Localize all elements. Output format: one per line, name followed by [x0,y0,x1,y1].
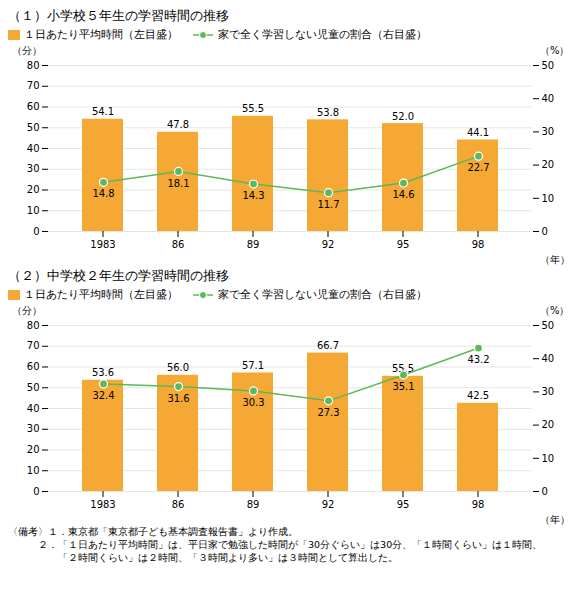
svg-text:14.8: 14.8 [92,188,114,199]
svg-text:53.6: 53.6 [92,367,114,378]
svg-text:40: 40 [27,403,40,414]
svg-text:0: 0 [33,486,39,497]
svg-text:22.7: 22.7 [467,162,489,173]
svg-text:（%）: （%） [540,45,570,56]
svg-text:98: 98 [472,239,485,250]
html-text:（２）中学校２年生の学習時間の推移: （２）中学校２年生の学習時間の推移 [8,268,229,283]
svg-text:27.3: 27.3 [317,407,339,418]
svg-text:10: 10 [542,193,555,204]
html-text:〈備考〉１．東京都「東京都子ども基本調査報告書」より作成。: 〈備考〉１．東京都「東京都子ども基本調査報告書」より作成。 [8,526,298,537]
svg-text:30: 30 [542,126,555,137]
svg-text:52.0: 52.0 [392,111,414,122]
svg-text:20: 20 [542,419,555,430]
svg-text:35.1: 35.1 [392,381,414,392]
svg-text:30: 30 [27,423,40,434]
svg-text:89: 89 [247,239,260,250]
svg-text:55.5: 55.5 [242,103,264,114]
svg-text:20: 20 [542,159,555,170]
svg-text:14.6: 14.6 [392,189,414,200]
svg-text:47.8: 47.8 [167,119,189,130]
svg-text:0: 0 [33,226,39,237]
svg-text:50: 50 [27,122,40,133]
svg-text:80: 80 [27,60,40,71]
html-text:「２時間くらい」は２時間、「３時間より多い」は３時間として算: 「２時間くらい」は２時間、「３時間より多い」は３時間として算出した。 [8,552,398,563]
svg-text:30.3: 30.3 [242,397,264,408]
svg-text:30: 30 [27,163,40,174]
svg-text:20: 20 [27,444,40,455]
svg-text:95: 95 [397,239,410,250]
html-text:家で全く学習しない児童の割合（右目盛）: 家で全く学習しない児童の割合（右目盛） [218,28,427,41]
svg-text:（年）: （年） [540,254,570,265]
svg-text:89: 89 [247,499,260,510]
svg-text:60: 60 [27,361,40,372]
svg-text:60: 60 [27,101,40,112]
html-text:（１）小学校５年生の学習時間の推移: （１）小学校５年生の学習時間の推移 [8,8,229,23]
svg-text:70: 70 [27,340,40,351]
svg-text:（年）: （年） [540,514,570,525]
svg-text:50: 50 [542,320,555,331]
svg-text:30: 30 [542,386,555,397]
svg-text:57.1: 57.1 [242,360,264,371]
html-text:１日あたり平均時間（左目盛）: １日あたり平均時間（左目盛） [24,288,178,301]
svg-text:18.1: 18.1 [167,178,189,189]
svg-text:1983: 1983 [90,239,115,250]
svg-text:56.0: 56.0 [167,362,189,373]
svg-text:70: 70 [27,80,40,91]
svg-text:42.5: 42.5 [467,390,489,401]
svg-text:10: 10 [27,205,40,216]
svg-text:43.2: 43.2 [467,354,489,365]
html-text:１日あたり平均時間（左目盛）: １日あたり平均時間（左目盛） [24,28,178,41]
svg-text:11.7: 11.7 [317,199,339,210]
html-text:２．「１日あたり平均時間」は、平日家で勉強した時間が「30分: ２．「１日あたり平均時間」は、平日家で勉強した時間が「30分ぐらい」は30分、「… [8,539,543,550]
svg-text:40: 40 [27,143,40,154]
html-text:家で全く学習しない児童の割合（右目盛）: 家で全く学習しない児童の割合（右目盛） [218,288,427,301]
svg-text:86: 86 [172,499,185,510]
svg-text:50: 50 [542,60,555,71]
svg-text:32.4: 32.4 [92,390,114,401]
svg-text:53.8: 53.8 [317,107,339,118]
svg-text:0: 0 [542,226,548,237]
svg-text:1983: 1983 [90,499,115,510]
svg-text:80: 80 [27,320,40,331]
svg-text:44.1: 44.1 [467,127,489,138]
svg-text:40: 40 [542,353,555,364]
svg-text:55.5: 55.5 [391,363,415,375]
svg-text:92: 92 [322,499,335,510]
svg-text:（分）: （分） [12,305,42,316]
svg-text:40: 40 [542,93,555,104]
svg-text:98: 98 [472,499,485,510]
svg-text:95: 95 [397,499,410,510]
svg-text:（%）: （%） [540,305,570,316]
svg-text:92: 92 [322,239,335,250]
svg-text:31.6: 31.6 [167,393,189,404]
svg-text:0: 0 [542,486,548,497]
svg-text:10: 10 [542,453,555,464]
svg-text:（分）: （分） [12,45,42,56]
svg-text:86: 86 [172,239,185,250]
svg-text:66.7: 66.7 [317,340,339,351]
svg-text:10: 10 [27,465,40,476]
svg-text:54.1: 54.1 [92,106,114,117]
svg-text:50: 50 [27,382,40,393]
svg-text:14.3: 14.3 [242,190,264,201]
svg-text:20: 20 [27,184,40,195]
